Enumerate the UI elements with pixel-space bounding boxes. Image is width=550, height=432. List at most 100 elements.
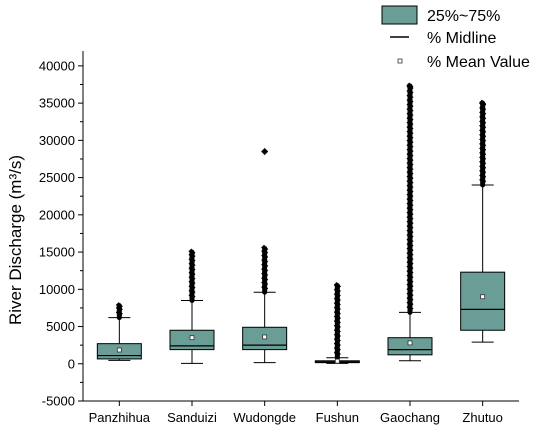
- mean-marker: [116, 347, 122, 353]
- outlier-point: [333, 300, 341, 308]
- mean-marker: [407, 340, 413, 346]
- outlier-point: [479, 136, 487, 144]
- outlier-point: [406, 232, 414, 240]
- outlier-point: [406, 236, 414, 244]
- outlier-point: [261, 252, 269, 260]
- outlier-point: [406, 119, 414, 127]
- y-tick-label: 25000: [39, 170, 75, 185]
- outlier-point: [406, 227, 414, 235]
- y-tick-label: 40000: [39, 58, 75, 73]
- x-tick-label: Fushun: [316, 410, 359, 425]
- outlier-point: [406, 82, 414, 90]
- outlier-point: [479, 150, 487, 158]
- outlier-point: [479, 172, 487, 180]
- outlier-point: [333, 349, 341, 357]
- outlier-point: [188, 256, 196, 264]
- outlier-point: [333, 291, 341, 299]
- outlier-point: [479, 114, 487, 122]
- outlier-point: [406, 263, 414, 271]
- outlier-point: [261, 248, 269, 256]
- outlier-point: [479, 118, 487, 126]
- y-tick-label: 15000: [39, 245, 75, 260]
- y-tick-label: 5000: [46, 319, 75, 334]
- outlier-point: [479, 105, 487, 113]
- y-tick-label: 35000: [39, 96, 75, 111]
- outlier-point: [333, 282, 341, 290]
- outlier-point: [406, 286, 414, 294]
- outlier-point: [406, 178, 414, 186]
- outlier-point: [406, 151, 414, 159]
- outlier-point: [479, 159, 487, 167]
- outlier-point: [406, 106, 414, 114]
- outlier-point: [406, 187, 414, 195]
- outlier-point: [406, 223, 414, 231]
- outlier-point: [406, 295, 414, 303]
- outlier-point: [188, 269, 196, 278]
- box-gaochang: [387, 82, 433, 362]
- mean-marker: [334, 358, 340, 364]
- outlier-point: [406, 101, 414, 109]
- outlier-point: [479, 163, 487, 171]
- iqr-box: [387, 337, 433, 356]
- outlier-point: [406, 128, 414, 136]
- outlier-point: [188, 265, 196, 273]
- outlier-point: [115, 309, 123, 317]
- outlier-point: [406, 214, 414, 222]
- legend: 25%~75% % Midline % Mean Value: [381, 5, 530, 71]
- outlier-point: [406, 169, 414, 177]
- outlier-point: [406, 115, 414, 123]
- outlier-point: [406, 133, 414, 141]
- outlier-point: [406, 209, 414, 217]
- outlier-point: [261, 275, 269, 283]
- box-sanduizi: [169, 248, 215, 364]
- y-tick-label: 20000: [39, 207, 75, 222]
- outlier-point: [115, 305, 123, 313]
- y-tick-label: -5000: [42, 394, 75, 409]
- outlier-point: [406, 173, 414, 181]
- x-tick-label: Panzhihua: [89, 410, 151, 425]
- outlier-point: [406, 245, 414, 253]
- outlier-point: [188, 248, 196, 256]
- outlier-point: [333, 309, 341, 317]
- outlier-point: [406, 254, 414, 262]
- outlier-point: [406, 142, 414, 150]
- axes: -5000 0 5000 10000 15000 20000 25000 30000 35000…: [39, 51, 519, 425]
- outlier-point: [406, 92, 414, 100]
- outlier-point: [479, 123, 487, 131]
- box-panzhihua: [96, 302, 142, 361]
- legend-label: % Mean Value: [427, 54, 530, 71]
- outlier-point: [333, 322, 341, 330]
- outlier-point: [479, 177, 487, 185]
- y-tick-label: 10000: [39, 282, 75, 297]
- outlier-point: [261, 147, 269, 156]
- outlier-point: [406, 299, 414, 307]
- outlier-point: [406, 196, 414, 204]
- outlier-point: [115, 302, 123, 310]
- outlier-point: [479, 109, 487, 117]
- mean-marker: [189, 335, 195, 341]
- outlier-point: [406, 272, 414, 280]
- legend-label: % Midline: [427, 30, 496, 47]
- box-zhutuo: [460, 99, 506, 343]
- x-tick-label: Zhutuo: [462, 410, 502, 425]
- outlier-point: [333, 295, 341, 303]
- outlier-point: [406, 200, 414, 208]
- outlier-point: [406, 155, 414, 163]
- outlier-point: [261, 244, 269, 252]
- outlier-point: [406, 281, 414, 289]
- iqr-box: [460, 271, 506, 331]
- mean-marker: [262, 334, 268, 340]
- outlier-point: [406, 250, 414, 258]
- outlier-point: [406, 218, 414, 226]
- outlier-point: [406, 205, 414, 213]
- outlier-point: [188, 292, 196, 300]
- box-group: [96, 82, 506, 364]
- outlier-point: [406, 124, 414, 132]
- outlier-point: [406, 268, 414, 276]
- outlier-point: [479, 99, 487, 107]
- outlier-point: [333, 336, 341, 344]
- outlier-point: [406, 88, 414, 96]
- legend-box-swatch: [381, 5, 418, 25]
- x-tick-label: Wudongde: [233, 410, 296, 425]
